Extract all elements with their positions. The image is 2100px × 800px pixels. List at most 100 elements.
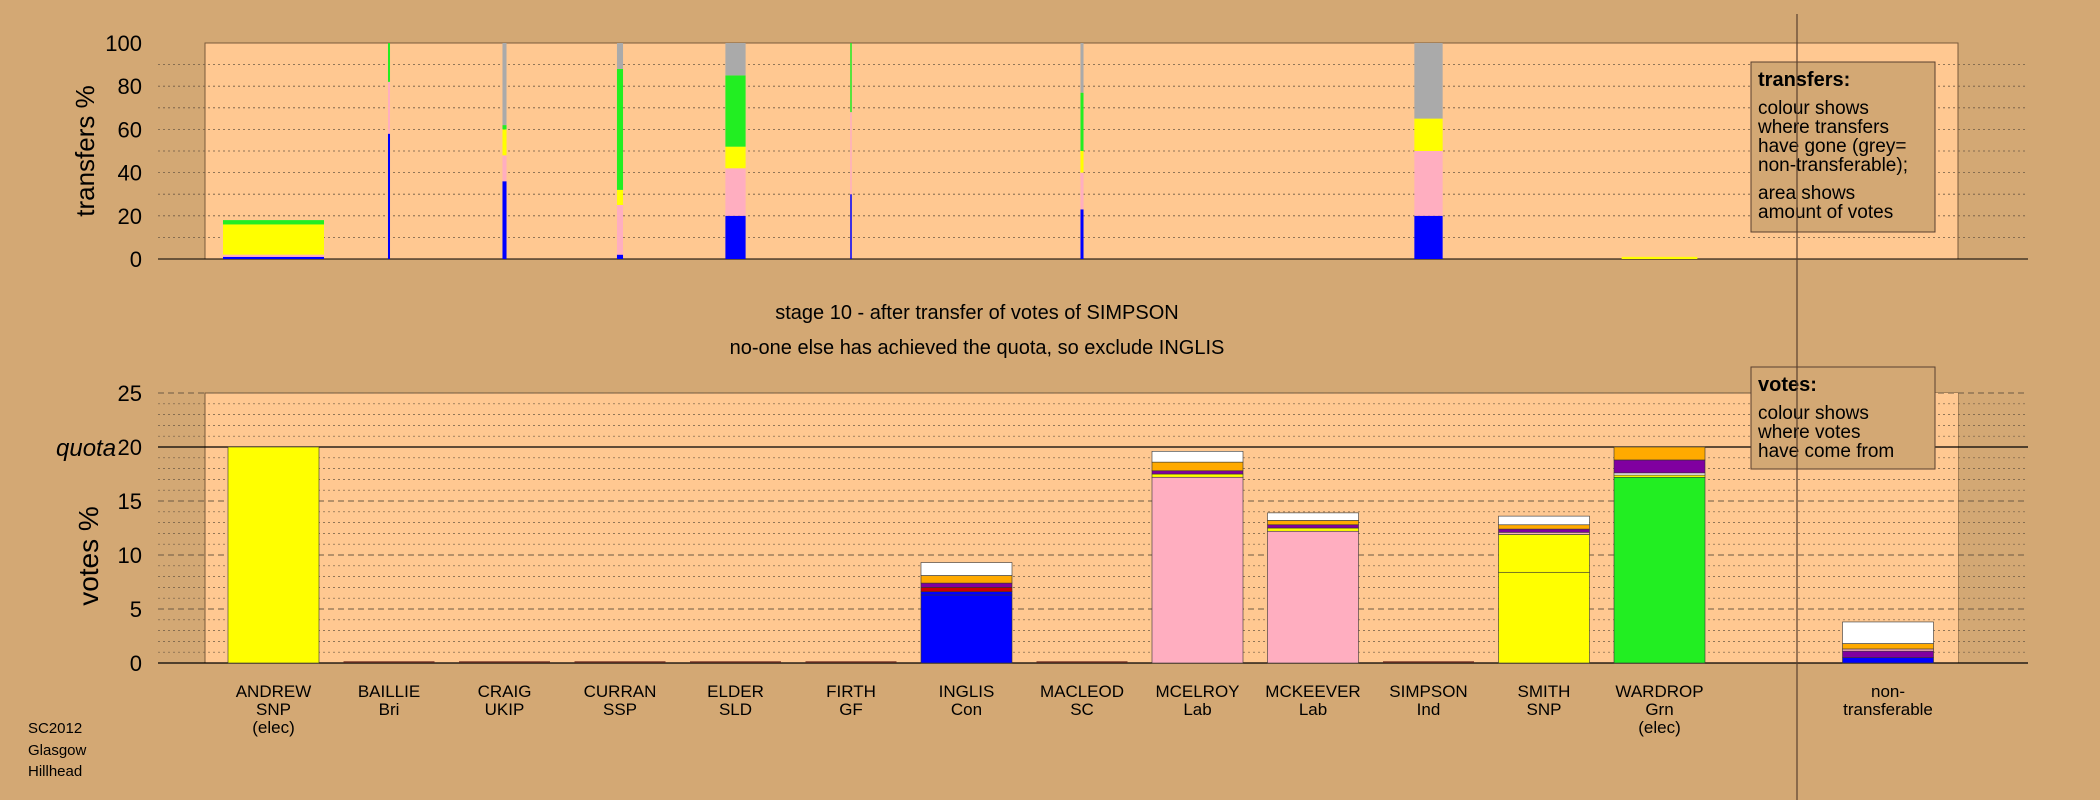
votes-segment xyxy=(1498,524,1590,530)
x-label-line: BAILLIE xyxy=(358,682,420,701)
votes-segment xyxy=(1151,461,1244,472)
votes-note-line-3: have come from xyxy=(1758,441,1894,462)
transfers-segment xyxy=(1080,151,1084,173)
votes-y-ticks: 0 5 10 15 20 25 xyxy=(118,381,142,676)
votes-x-labels: ANDREWSNP(elec)BAILLIEBriCRAIGUKIPCURRAN… xyxy=(236,682,1933,737)
transfers-segment xyxy=(1621,256,1698,259)
votes-bar-mcelroy xyxy=(1151,451,1244,664)
transfers-bar-andrew xyxy=(223,220,324,259)
votes-segment xyxy=(920,587,1013,593)
x-label-line: SNP xyxy=(256,700,291,719)
votes-bar-non-transferable xyxy=(1842,621,1934,664)
votes-segment xyxy=(1613,472,1706,476)
transfers-bar-curran xyxy=(616,43,624,259)
transfers-segment xyxy=(387,133,391,259)
votes-bar-andrew xyxy=(227,446,320,664)
x-label-line: WARDROP xyxy=(1615,682,1703,701)
transfers-segment xyxy=(725,146,746,169)
x-label-line: transferable xyxy=(1843,700,1933,719)
transfers-segment xyxy=(387,43,391,82)
votes-y-tick-label: 0 xyxy=(130,651,142,676)
transfers-note-background xyxy=(1750,61,1936,233)
transfers-segment xyxy=(223,220,324,225)
transfers-y-tick-label: 20 xyxy=(118,204,142,229)
transfers-segment xyxy=(616,68,624,190)
x-label-line: MACLEOD xyxy=(1040,682,1124,701)
transfers-segment xyxy=(387,81,391,134)
transfers-segment xyxy=(223,254,324,257)
transfers-segment xyxy=(725,168,746,216)
transfers-note-box: transfers: colour shows where transfers … xyxy=(1750,61,1936,233)
transfers-segment xyxy=(1080,92,1084,151)
votes-segment xyxy=(1498,532,1590,535)
votes-segment xyxy=(1267,527,1359,532)
transfers-segment xyxy=(850,43,852,113)
transfers-segment xyxy=(502,125,507,130)
transfers-segment xyxy=(1080,43,1084,93)
transfers-bar-macleod xyxy=(1080,43,1084,259)
transfers-grid xyxy=(158,64,2028,260)
votes-segment xyxy=(920,594,1013,664)
votes-bar-wardrop xyxy=(1613,446,1706,664)
x-label-line: (elec) xyxy=(1638,718,1681,737)
x-label-line: Lab xyxy=(1183,700,1211,719)
transfers-y-tick-label: 40 xyxy=(118,161,142,186)
x-label-line: UKIP xyxy=(485,700,525,719)
votes-bar-mckeever xyxy=(1267,512,1359,664)
transfers-y-tick-label: 0 xyxy=(130,247,142,272)
x-label-line: INGLIS xyxy=(939,682,995,701)
transfers-segment xyxy=(223,224,324,255)
votes-bars xyxy=(227,446,1934,664)
votes-segment xyxy=(1151,476,1244,664)
transfers-note-line-2: where transfers xyxy=(1757,117,1889,138)
votes-bar-smith xyxy=(1498,515,1590,664)
x-label-line: (elec) xyxy=(252,718,295,737)
transfers-segment xyxy=(502,155,507,182)
transfers-y-axis-label: transfers % xyxy=(70,85,100,217)
votes-segment xyxy=(1498,515,1590,526)
quota-label: quota xyxy=(56,435,116,462)
transfers-bar-simpson xyxy=(1414,43,1443,259)
transfers-note-line-6: amount of votes xyxy=(1758,202,1893,223)
votes-segment xyxy=(920,591,1013,596)
transfers-segment xyxy=(616,43,624,69)
transfers-y-tick-label: 60 xyxy=(118,117,142,142)
votes-note-box: votes: colour shows where votes have com… xyxy=(1750,366,1936,470)
transfers-panel: 0 20 40 60 80 100 transfers % transfers: colo… xyxy=(70,31,2028,272)
x-label-line: Con xyxy=(951,700,982,719)
x-label-line: GF xyxy=(839,700,863,719)
x-label-line: SMITH xyxy=(1518,682,1571,701)
votes-segment xyxy=(920,575,1013,584)
stage-caption: stage 10 - after transfer of votes of SI… xyxy=(775,302,1179,324)
transfers-y-tick-label: 80 xyxy=(118,74,142,99)
x-label-line: SSP xyxy=(603,700,637,719)
x-label-line: SIMPSON xyxy=(1389,682,1467,701)
x-label-line: SC xyxy=(1070,700,1094,719)
votes-segment xyxy=(1267,512,1359,521)
votes-segment xyxy=(1151,470,1244,475)
votes-y-tick-label: 15 xyxy=(118,489,142,514)
votes-note-title: votes: xyxy=(1758,374,1817,396)
votes-segment xyxy=(1267,520,1359,526)
transfers-segment xyxy=(725,215,746,259)
votes-y-tick-label: 25 xyxy=(118,381,142,406)
votes-segment xyxy=(1151,473,1244,478)
votes-segment xyxy=(920,562,1013,576)
votes-note-line-2: where votes xyxy=(1757,422,1860,443)
transfers-segment xyxy=(725,75,746,147)
votes-y-axis-label: votes % xyxy=(73,506,104,606)
transfers-bar-wardrop xyxy=(1621,256,1698,259)
transfers-note-line-3: have gone (grey= xyxy=(1758,136,1906,157)
x-label-line: Bri xyxy=(379,700,400,719)
x-label-line: Ind xyxy=(1417,700,1441,719)
source-label-line-3: Hillhead xyxy=(28,763,82,780)
